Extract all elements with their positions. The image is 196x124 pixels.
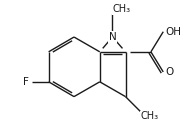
Text: O: O bbox=[165, 67, 173, 77]
Text: CH₃: CH₃ bbox=[140, 111, 158, 121]
Text: CH₃: CH₃ bbox=[113, 4, 131, 14]
Text: N: N bbox=[109, 32, 116, 42]
Text: F: F bbox=[23, 77, 29, 87]
Text: OH: OH bbox=[165, 27, 181, 37]
